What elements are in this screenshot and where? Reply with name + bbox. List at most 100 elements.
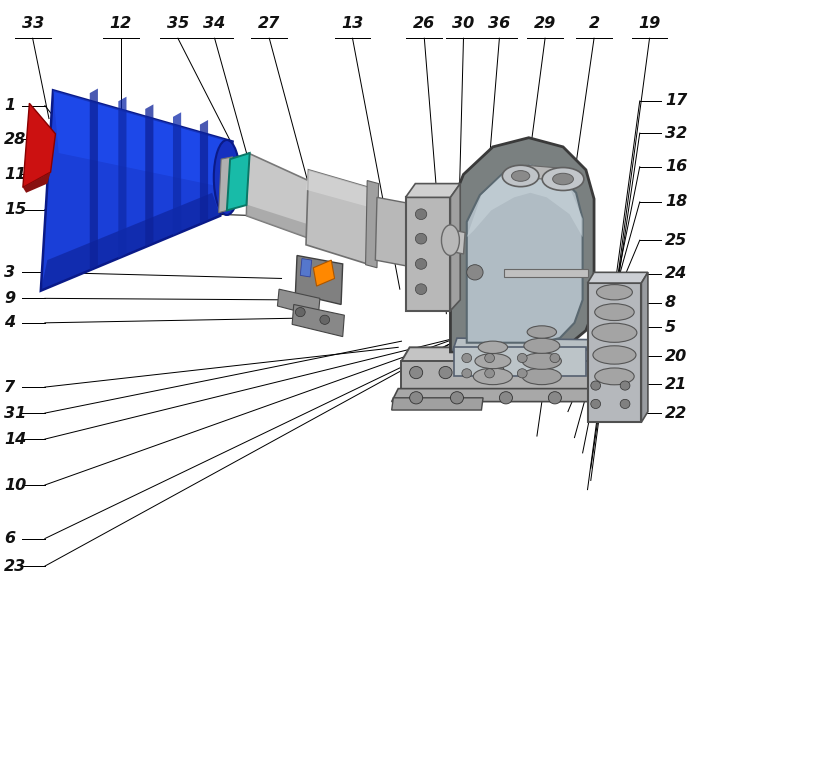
Circle shape	[485, 369, 494, 378]
Text: 17: 17	[665, 93, 687, 109]
Circle shape	[485, 353, 494, 363]
Ellipse shape	[552, 174, 574, 184]
Polygon shape	[594, 347, 602, 390]
Circle shape	[415, 284, 427, 295]
Polygon shape	[118, 96, 126, 259]
Circle shape	[591, 399, 601, 409]
Polygon shape	[524, 165, 563, 181]
Text: 7: 7	[4, 379, 16, 395]
Circle shape	[550, 353, 560, 363]
Text: 35: 35	[166, 15, 189, 31]
Polygon shape	[504, 269, 588, 277]
Polygon shape	[401, 347, 602, 361]
Circle shape	[415, 233, 427, 244]
Circle shape	[415, 209, 427, 220]
Ellipse shape	[595, 304, 634, 321]
Ellipse shape	[522, 368, 561, 385]
Circle shape	[499, 392, 512, 404]
Text: 12: 12	[109, 15, 132, 31]
Text: 9: 9	[4, 291, 16, 306]
FancyBboxPatch shape	[454, 347, 586, 376]
Text: 18: 18	[665, 194, 687, 210]
Ellipse shape	[595, 368, 634, 385]
Polygon shape	[375, 197, 410, 266]
Ellipse shape	[522, 353, 561, 369]
Polygon shape	[392, 389, 610, 402]
Polygon shape	[200, 120, 208, 224]
Text: 14: 14	[4, 431, 26, 447]
Circle shape	[462, 369, 472, 378]
Ellipse shape	[475, 353, 511, 369]
Polygon shape	[300, 259, 312, 277]
Text: 25: 25	[665, 233, 687, 248]
Polygon shape	[392, 398, 483, 410]
FancyBboxPatch shape	[406, 197, 450, 311]
Text: 29: 29	[534, 15, 557, 31]
Polygon shape	[227, 153, 250, 210]
Text: 8: 8	[665, 295, 676, 311]
Polygon shape	[449, 230, 465, 254]
Polygon shape	[246, 153, 312, 239]
Circle shape	[450, 392, 463, 404]
Text: 34: 34	[203, 15, 226, 31]
Polygon shape	[53, 90, 233, 187]
Circle shape	[467, 265, 483, 280]
Polygon shape	[450, 184, 460, 311]
Polygon shape	[306, 170, 369, 264]
Text: 28: 28	[4, 132, 26, 147]
Text: 32: 32	[665, 125, 687, 141]
Text: 6: 6	[4, 531, 16, 546]
Polygon shape	[453, 338, 592, 350]
Polygon shape	[306, 170, 369, 207]
Polygon shape	[173, 112, 181, 236]
Text: 15: 15	[4, 202, 26, 217]
Ellipse shape	[527, 326, 557, 338]
Polygon shape	[145, 104, 153, 247]
Text: 11: 11	[4, 167, 26, 182]
Ellipse shape	[473, 368, 512, 385]
Polygon shape	[588, 272, 648, 283]
Text: 1: 1	[4, 98, 16, 113]
Polygon shape	[246, 205, 310, 239]
Text: 36: 36	[488, 15, 511, 31]
Text: 20: 20	[665, 349, 687, 364]
Ellipse shape	[214, 140, 240, 215]
Polygon shape	[295, 256, 343, 304]
Text: 10: 10	[4, 477, 26, 493]
Ellipse shape	[524, 338, 560, 353]
Circle shape	[462, 353, 472, 363]
Circle shape	[320, 315, 330, 324]
Polygon shape	[23, 103, 55, 187]
Circle shape	[295, 308, 305, 317]
Text: 22: 22	[665, 405, 687, 421]
Text: 30: 30	[452, 15, 475, 31]
Text: 16: 16	[665, 159, 687, 174]
Circle shape	[517, 353, 527, 363]
Polygon shape	[467, 165, 583, 343]
Ellipse shape	[542, 168, 583, 190]
Text: 27: 27	[258, 15, 281, 31]
FancyBboxPatch shape	[401, 361, 594, 390]
Circle shape	[410, 392, 423, 404]
Circle shape	[620, 399, 630, 409]
Polygon shape	[467, 164, 583, 237]
Polygon shape	[277, 289, 320, 317]
Text: 23: 23	[4, 558, 26, 574]
Polygon shape	[450, 138, 594, 352]
Text: 26: 26	[413, 15, 436, 31]
Text: 21: 21	[665, 376, 687, 392]
Polygon shape	[406, 184, 460, 197]
Text: 5: 5	[665, 320, 676, 335]
Circle shape	[410, 366, 423, 379]
Polygon shape	[641, 272, 648, 422]
Circle shape	[439, 366, 452, 379]
FancyBboxPatch shape	[588, 283, 641, 422]
Ellipse shape	[596, 285, 632, 300]
Ellipse shape	[441, 225, 459, 256]
Ellipse shape	[478, 341, 508, 353]
Ellipse shape	[512, 171, 530, 181]
Polygon shape	[41, 90, 233, 291]
Text: 13: 13	[341, 15, 364, 31]
Text: 3: 3	[4, 265, 16, 280]
Circle shape	[517, 369, 527, 378]
